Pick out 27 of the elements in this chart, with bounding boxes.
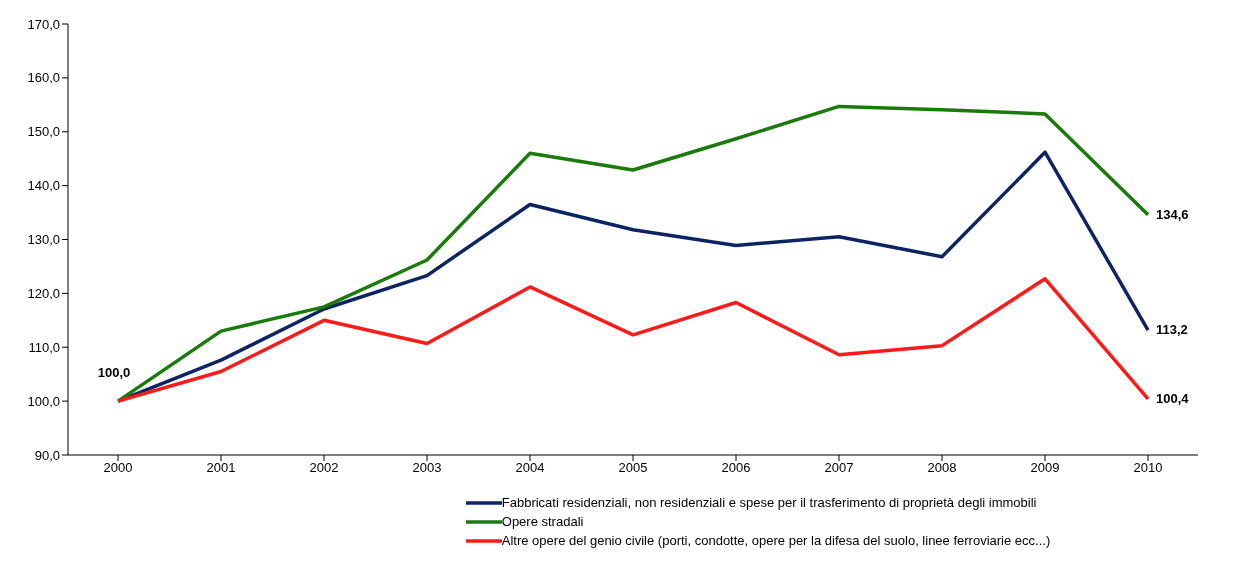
x-tick-label: 2009	[1030, 460, 1060, 476]
x-tick-label: 2006	[721, 460, 751, 476]
x-tick-label: 2008	[927, 460, 957, 476]
y-tick-label: 140,0	[27, 178, 60, 194]
legend-label: Opere stradali	[501, 514, 584, 529]
y-tick-label: 130,0	[27, 232, 60, 248]
x-tick-label: 2010	[1133, 460, 1163, 476]
x-tick-label: 2000	[103, 460, 133, 476]
y-tick-label: 170,0	[27, 16, 60, 32]
legend-label: Altre opere del genio civile (porti, condotte, opere per la difesa del suolo, linee ferroviarie ecc...)	[501, 533, 1051, 548]
x-tick-label: 2002	[309, 460, 339, 476]
x-tick-label: 2003	[412, 460, 442, 476]
data-label: 100,4	[1156, 390, 1190, 406]
x-tick-label: 2001	[206, 460, 236, 476]
y-tick-label: 110,0	[28, 339, 60, 355]
data-label: 100,0	[97, 365, 131, 381]
x-tick-label: 2007	[824, 460, 854, 476]
y-tick-label: 90,0	[34, 447, 60, 463]
y-tick-label: 150,0	[27, 124, 60, 140]
x-tick-label: 2005	[618, 460, 648, 476]
y-tick-label: 160,0	[27, 70, 60, 86]
legend-label: Fabbricati residenziali, non residenziali e spese per il trasferimento di proprietà degli immobili	[501, 495, 1037, 510]
x-tick-label: 2004	[515, 460, 545, 476]
y-tick-label: 100,0	[27, 393, 60, 409]
y-tick-label: 120,0	[27, 285, 60, 301]
data-label: 134,6	[1156, 206, 1189, 222]
data-label: 113,2	[1156, 322, 1188, 338]
